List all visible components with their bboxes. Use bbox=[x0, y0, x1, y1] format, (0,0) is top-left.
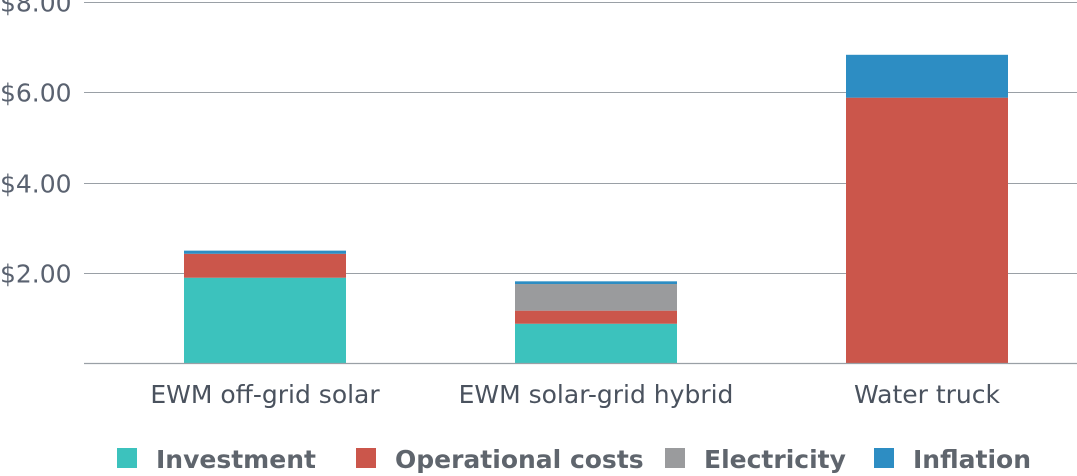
legend: Investment Operational costs Electricity In… bbox=[117, 445, 1031, 474]
bar-segment bbox=[515, 323, 677, 363]
legend-swatch bbox=[874, 448, 894, 468]
legend-swatch bbox=[356, 448, 376, 468]
bar-segment bbox=[515, 281, 677, 285]
x-axis-category-labels: EWM off-grid solar EWM solar-grid hybrid W… bbox=[150, 380, 1000, 409]
bars bbox=[184, 54, 1008, 363]
category-label: EWM solar-grid hybrid bbox=[459, 380, 734, 409]
bar-segment bbox=[846, 97, 1008, 363]
bar-segment bbox=[515, 284, 677, 311]
y-tick-label: $6.00 bbox=[0, 79, 72, 108]
y-tick-label: $4.00 bbox=[0, 170, 72, 199]
bar-segment bbox=[515, 310, 677, 324]
bar-segment bbox=[184, 277, 346, 363]
y-tick-label: $2.00 bbox=[0, 260, 72, 289]
legend-swatch bbox=[117, 448, 137, 468]
category-label: Water truck bbox=[854, 380, 1001, 409]
legend-swatch bbox=[665, 448, 685, 468]
legend-label: Electricity bbox=[704, 445, 846, 474]
legend-label: Operational costs bbox=[395, 445, 644, 474]
y-tick-label: $8.00 bbox=[0, 0, 72, 18]
bar-segment bbox=[846, 54, 1008, 98]
bar-segment bbox=[184, 250, 346, 254]
y-axis-tick-labels: $2.00 $4.00 $6.00 $8.00 bbox=[0, 0, 72, 289]
legend-label: Investment bbox=[156, 445, 316, 474]
bar-segment bbox=[184, 253, 346, 278]
category-label: EWM off-grid solar bbox=[150, 380, 380, 409]
legend-label: Inflation bbox=[913, 445, 1031, 474]
